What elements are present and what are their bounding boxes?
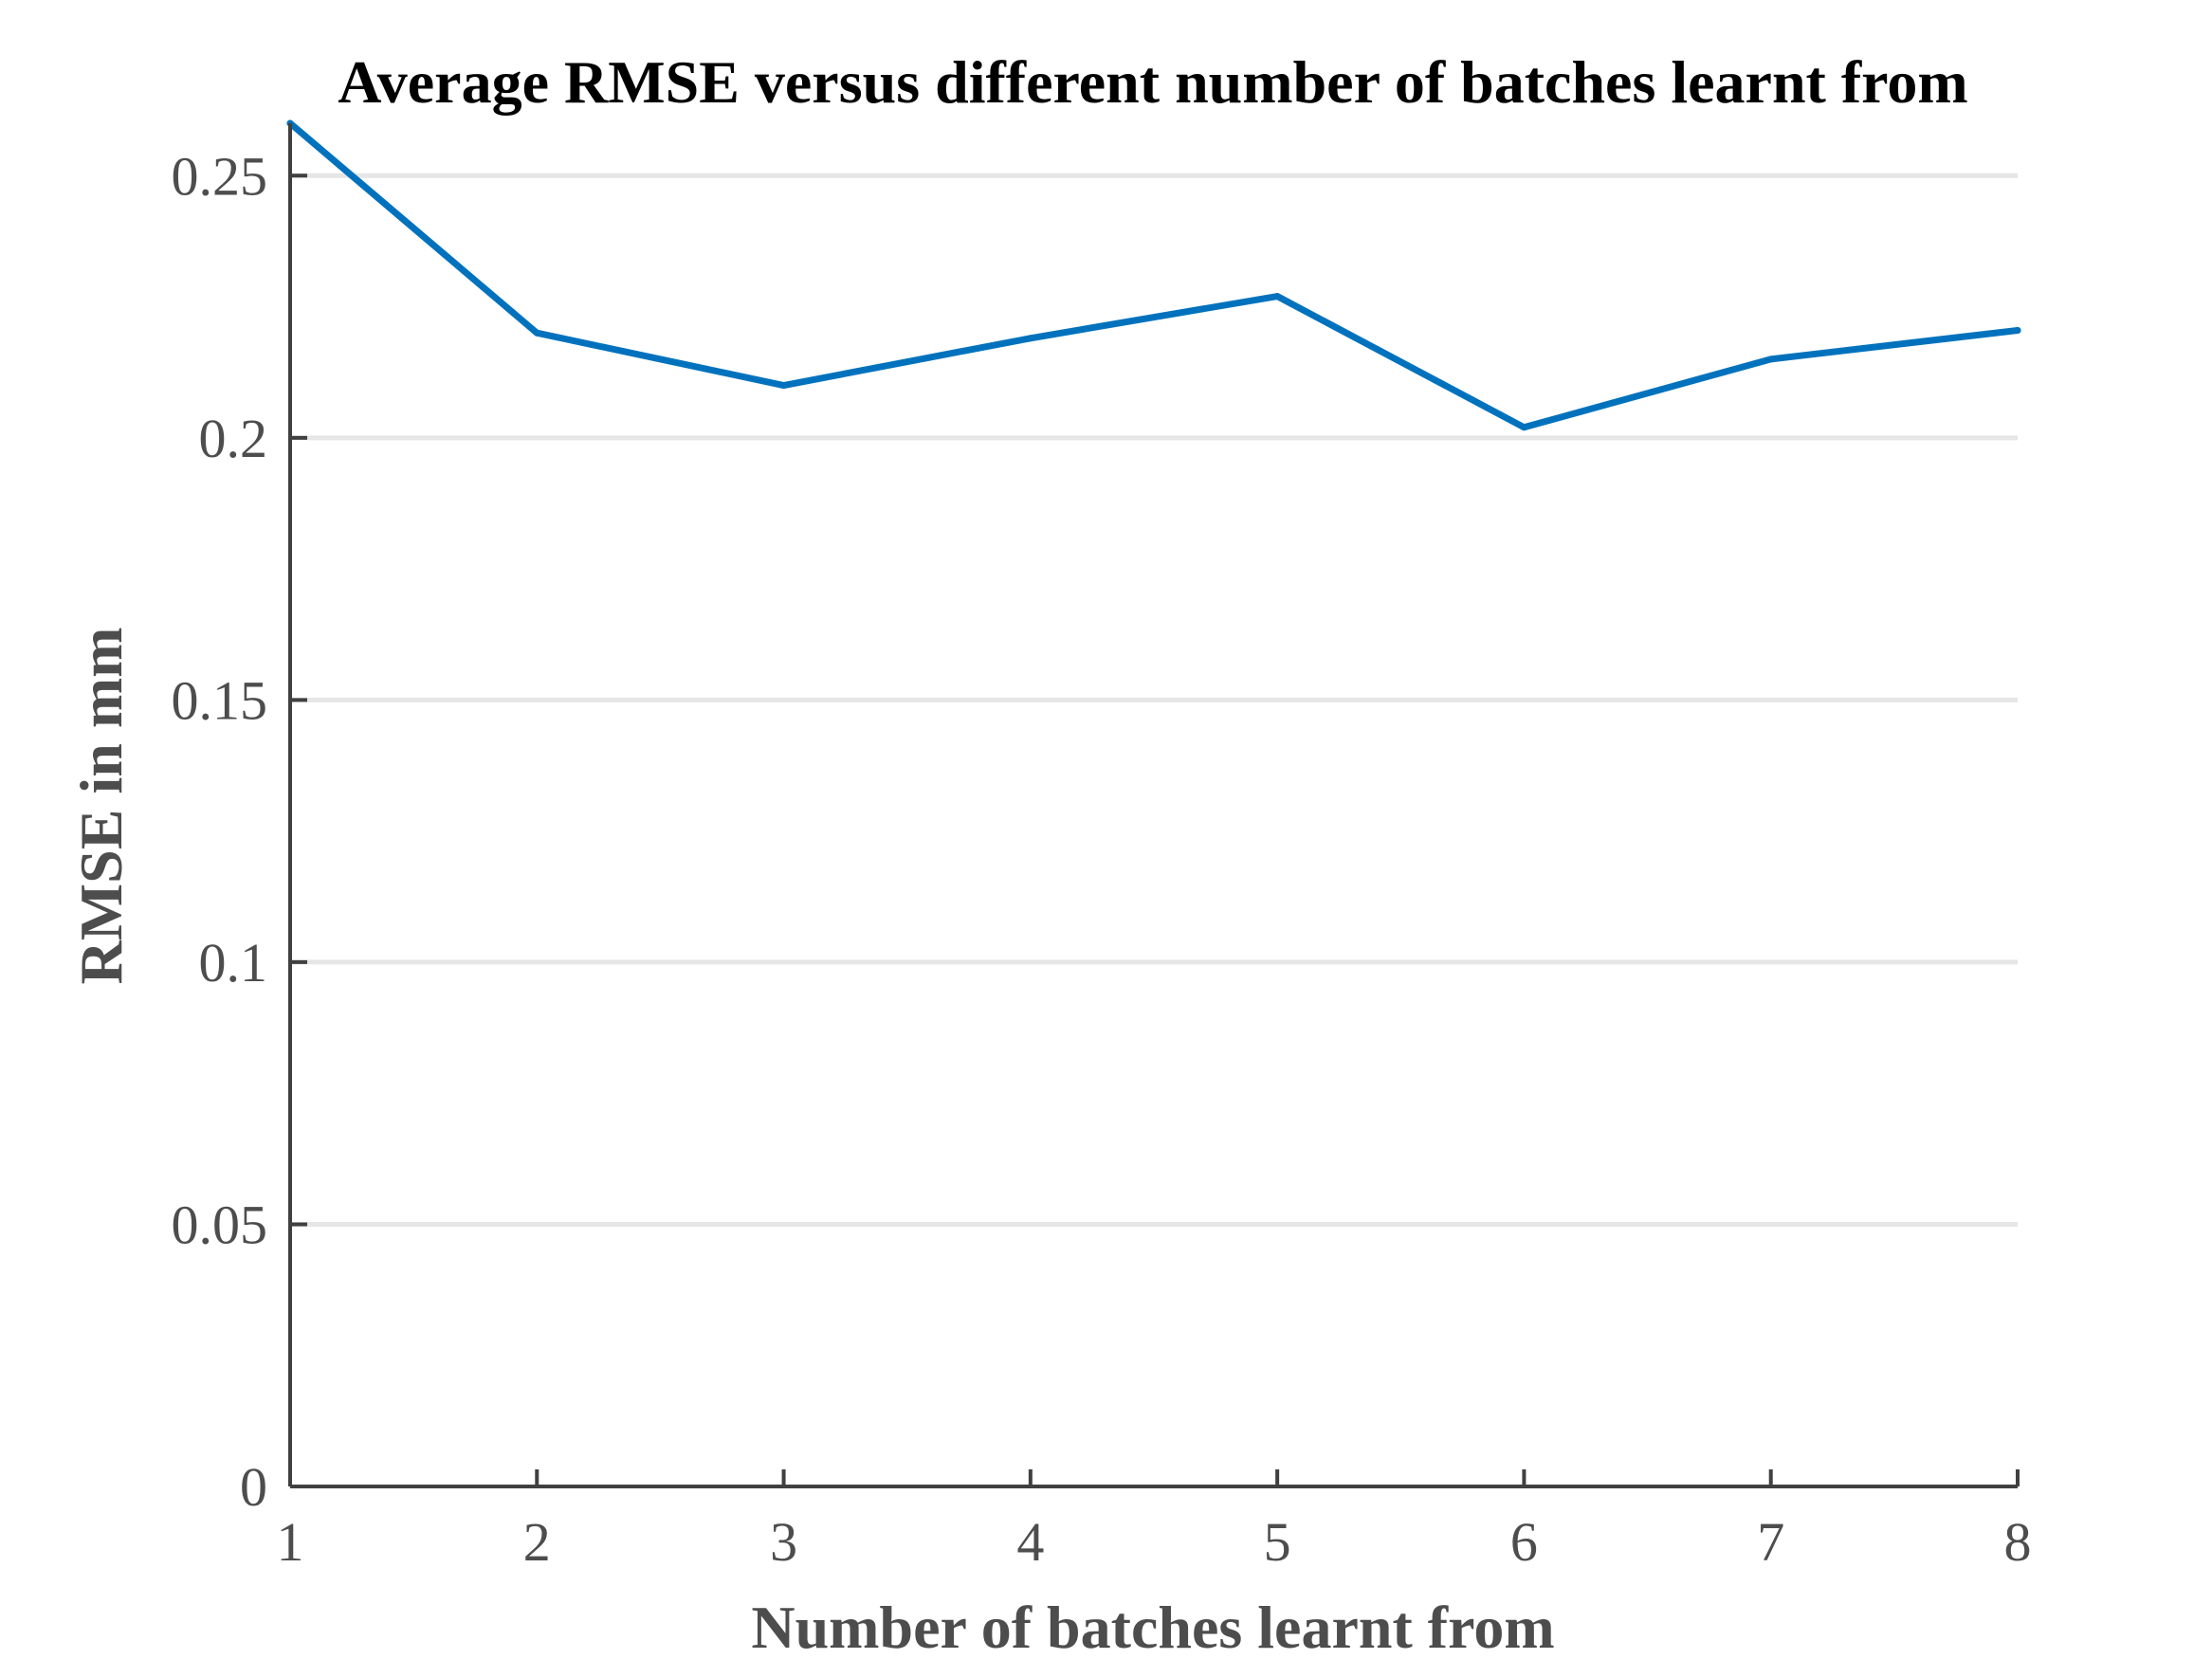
data-point	[1767, 356, 1775, 363]
x-tick-label: 5	[1264, 1511, 1291, 1573]
x-ticks: 1 2 3 4 5 6 7 8	[277, 1469, 2032, 1573]
x-tick-label: 7	[1757, 1511, 1784, 1573]
y-tick-label: 0.25	[172, 145, 268, 207]
x-axis-label: Number of batches learnt from	[751, 1594, 1554, 1659]
data-point	[2014, 326, 2021, 334]
data-point	[1520, 424, 1527, 431]
y-tick-label: 0	[240, 1456, 267, 1518]
y-ticks: 0 0.05 0.1 0.15 0.2 0.25	[172, 145, 307, 1518]
series-line	[286, 119, 2021, 431]
data-point	[533, 329, 540, 337]
chart-title: Average RMSE versus different number of …	[338, 48, 1967, 116]
x-tick-label: 4	[1016, 1511, 1044, 1573]
axes	[288, 123, 2018, 1488]
y-axis-label: RMSE in mm	[67, 628, 135, 985]
y-tick-label: 0.15	[172, 669, 268, 731]
x-tick-label: 1	[277, 1511, 304, 1573]
data-point	[1273, 293, 1281, 301]
x-tick-label: 6	[1510, 1511, 1538, 1573]
grid-lines	[290, 173, 2018, 1227]
y-tick-label: 0.1	[199, 932, 268, 994]
series-layer	[286, 119, 2021, 431]
x-tick-label: 3	[770, 1511, 797, 1573]
data-point	[1027, 335, 1034, 342]
data-point	[780, 382, 788, 390]
x-tick-label: 2	[523, 1511, 551, 1573]
y-tick-label: 0.05	[172, 1194, 268, 1255]
x-tick-label: 8	[2004, 1511, 2032, 1573]
y-tick-label: 0.2	[199, 408, 268, 469]
